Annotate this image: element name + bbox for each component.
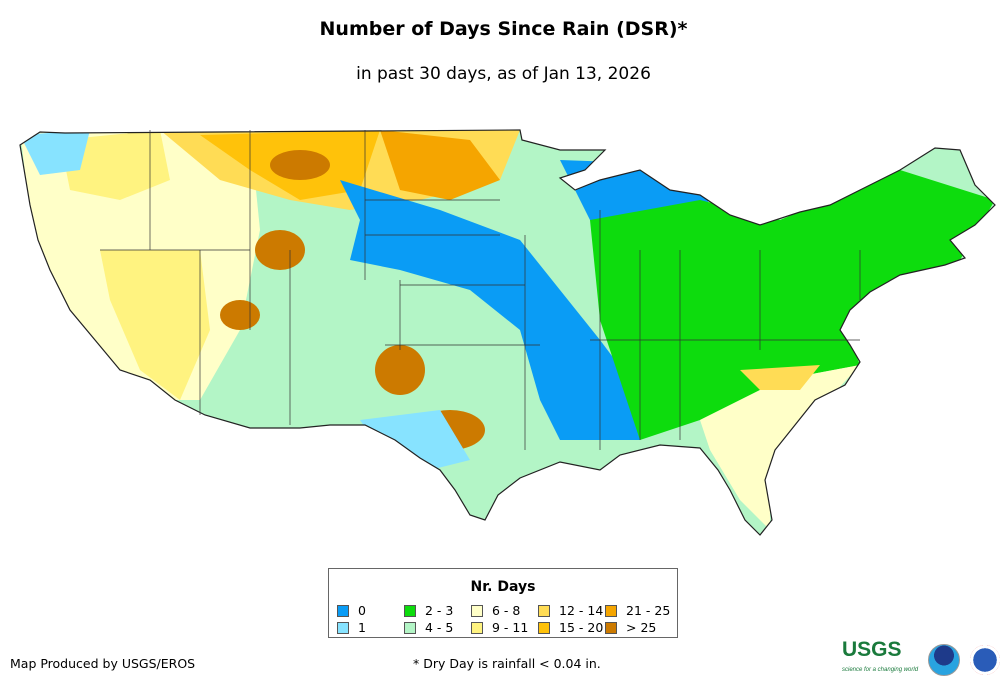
region-east-2-3-days — [590, 170, 995, 440]
legend-item: 2 - 3 — [404, 603, 453, 618]
legend-swatch — [471, 604, 483, 617]
map-subtitle: in past 30 days, as of Jan 13, 2026 — [356, 64, 651, 84]
us-dsr-map — [19, 129, 996, 536]
noaa-logo — [928, 644, 961, 676]
legend-swatch — [538, 621, 550, 634]
legend-swatch — [538, 604, 550, 617]
nws-logo — [970, 645, 1001, 675]
legend-item: 6 - 8 — [471, 603, 520, 618]
legend-label: > 25 — [626, 620, 657, 635]
legend-label: 4 - 5 — [425, 620, 454, 635]
legend-label: 6 - 8 — [492, 603, 521, 618]
region-colorado-over-25-days — [255, 230, 305, 270]
legend-label: 0 — [358, 603, 366, 618]
legend-swatch — [471, 621, 483, 634]
legend-swatch — [605, 604, 617, 617]
usgs-logo: USGS science for a changing world — [842, 638, 919, 673]
legend-item: 21 - 25 — [605, 603, 670, 618]
region-west-texas-1-day — [360, 410, 470, 470]
legend-item: 15 - 20 — [538, 620, 603, 635]
legend-swatch — [404, 604, 416, 617]
legend-label: 21 - 25 — [626, 603, 671, 618]
legend-title: Nr. Days — [470, 579, 536, 595]
legend-label: 9 - 11 — [492, 620, 529, 635]
legend: Nr. Days 0 1 2 - 3 4 - 5 6 - 8 9 - 11 12 - 14 1… — [328, 568, 678, 638]
legend-label: 12 - 14 — [559, 603, 604, 618]
legend-label: 15 - 20 — [559, 620, 604, 635]
legend-label: 2 - 3 — [425, 603, 454, 618]
legend-item: 12 - 14 — [538, 603, 603, 618]
legend-item: 4 - 5 — [404, 620, 453, 635]
legend-swatch — [337, 604, 349, 617]
region-northwest-9-11-days — [60, 130, 170, 200]
legend-swatch — [404, 621, 416, 634]
region-nevada-9-11-days — [100, 250, 210, 400]
region-montana-over-25-days — [270, 150, 330, 180]
legend-swatch — [605, 621, 617, 634]
legend-item: 1 — [337, 620, 366, 635]
legend-item: 9 - 11 — [471, 620, 528, 635]
footnote: * Dry Day is rainfall < 0.04 in. — [413, 656, 601, 671]
legend-swatch — [337, 621, 349, 634]
region-utah-over-25-days — [220, 300, 260, 330]
logos: USGS science for a changing world — [842, 638, 1001, 680]
region-midwest-band-0-days — [340, 180, 640, 440]
legend-label: 1 — [358, 620, 366, 635]
region-carolinas-12-14-days — [740, 365, 820, 390]
state-borders — [100, 130, 861, 450]
region-washington-1-day — [20, 130, 90, 175]
map-title: Number of Days Since Rain (DSR)* — [319, 18, 688, 40]
legend-item: > 25 — [605, 620, 656, 635]
legend-item: 0 — [337, 603, 366, 618]
region-dakotas-21-25-days — [380, 130, 500, 200]
credit-text: Map Produced by USGS/EROS — [10, 656, 196, 671]
region-texas-panhandle-over-25-days — [375, 345, 425, 395]
